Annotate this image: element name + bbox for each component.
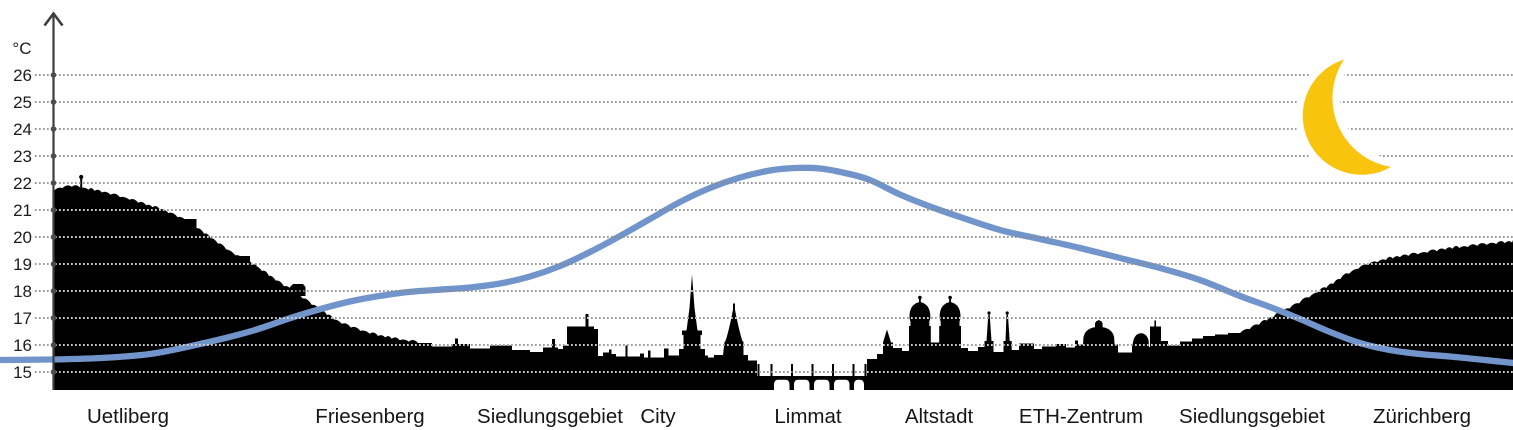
svg-text:City: City — [640, 405, 676, 428]
svg-text:22: 22 — [13, 174, 32, 193]
svg-text:Siedlungsgebiet: Siedlungsgebiet — [477, 405, 623, 428]
svg-text:ETH-Zentrum: ETH-Zentrum — [1019, 405, 1143, 428]
svg-text:24: 24 — [13, 120, 32, 139]
svg-text:26: 26 — [13, 66, 32, 85]
svg-text:Friesenberg: Friesenberg — [315, 405, 424, 428]
svg-text:Siedlungsgebiet: Siedlungsgebiet — [1179, 405, 1325, 428]
svg-text:20: 20 — [13, 228, 32, 247]
svg-text:Zürichberg: Zürichberg — [1373, 405, 1471, 428]
svg-text:17: 17 — [13, 309, 32, 328]
svg-text:23: 23 — [13, 147, 32, 166]
svg-text:16: 16 — [13, 336, 32, 355]
svg-text:21: 21 — [13, 201, 32, 220]
svg-text:Limmat: Limmat — [774, 405, 842, 428]
svg-text:Altstadt: Altstadt — [905, 405, 974, 428]
svg-text:Uetliberg: Uetliberg — [87, 405, 169, 428]
svg-text:18: 18 — [13, 282, 32, 301]
svg-text:15: 15 — [13, 363, 32, 382]
svg-text:19: 19 — [13, 255, 32, 274]
svg-text:25: 25 — [13, 93, 32, 112]
svg-text:°C: °C — [12, 39, 31, 58]
